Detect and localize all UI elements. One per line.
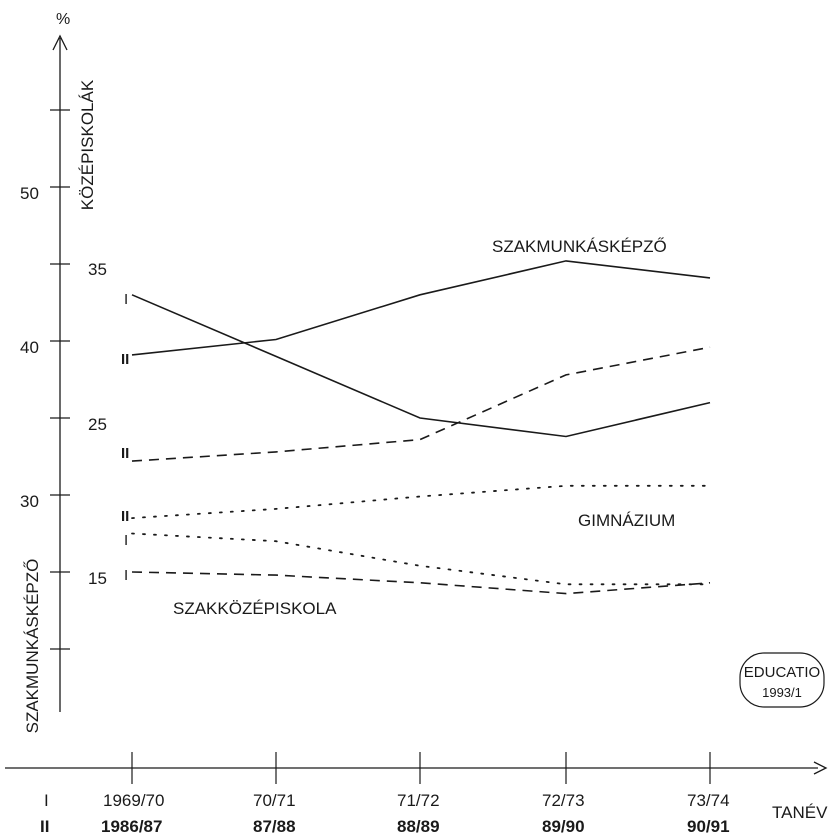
period-marker: II — [121, 445, 129, 462]
x-axis-arrow — [813, 761, 828, 775]
series-line-kozepiskola-dashed-II — [131, 346, 711, 462]
x-tick-label-period-i: 72/73 — [542, 791, 585, 810]
series-line-gimnazium-I — [131, 532, 711, 586]
publication-stamp: EDUCATIO 1993/1 — [739, 652, 825, 708]
inner-axis-title: KÖZÉPISKOLÁK — [78, 79, 97, 210]
x-tick-label-period-ii: 1986/87 — [101, 817, 162, 836]
x-tick-label-period-ii: 88/89 — [397, 817, 440, 836]
y-unit-label: % — [56, 11, 70, 28]
period-marker: II — [121, 351, 129, 368]
period-marker: I — [124, 291, 128, 308]
period-marker: II — [121, 508, 129, 525]
series-label-szakmunkaskepzo: SZAKMUNKÁSKÉPZŐ — [492, 237, 667, 256]
x-tick-label-period-i: 1969/70 — [103, 791, 164, 810]
inner-y-tick-label: 15 — [88, 569, 107, 588]
x-tick-label-period-ii: 90/91 — [687, 817, 730, 836]
series-line-szakmunkaskepzo-I — [131, 294, 711, 438]
period-marker: I — [124, 567, 128, 584]
stamp-title: EDUCATIO — [744, 664, 820, 681]
period-marker: I — [124, 532, 128, 549]
series-line-gimnazium-II — [131, 484, 711, 519]
left-y-tick-label: 40 — [20, 338, 39, 357]
period-marker-row-ii: II — [40, 817, 49, 836]
x-tick-label-period-i: 73/74 — [687, 791, 730, 810]
x-tick-label-period-ii: 89/90 — [542, 817, 585, 836]
x-tick-marks — [131, 752, 711, 784]
inner-y-tick-label: 35 — [88, 260, 107, 279]
inner-y-tick-label: 25 — [88, 415, 107, 434]
x-tick-label-period-i: 70/71 — [253, 791, 296, 810]
x-tick-labels: I II 1969/70 70/71 71/72 72/73 73/74 198… — [40, 791, 828, 836]
y-axis-arrow — [52, 34, 68, 51]
series-layer — [131, 260, 711, 595]
series-line-szakmunkaskepzo-II — [131, 260, 711, 356]
x-tick-label-period-ii: 87/88 — [253, 817, 296, 836]
period-marker-row-i: I — [44, 791, 49, 810]
series-label-gimnazium: GIMNÁZIUM — [578, 511, 675, 530]
series-label-szakkozepiskola: SZAKKÖZÉPISKOLA — [173, 599, 337, 618]
left-axis-title: SZAKMUNKÁSKÉPZŐ — [23, 559, 42, 734]
series-line-szakkozepiskola-I — [131, 571, 711, 595]
left-y-tick-label: 50 — [20, 184, 39, 203]
left-y-tick-label: 30 — [20, 492, 39, 511]
stamp-frame — [739, 652, 825, 708]
y-tick-marks — [50, 109, 70, 650]
x-tick-label-period-i: 71/72 — [397, 791, 440, 810]
stamp-issue: 1993/1 — [762, 685, 802, 700]
x-axis-label: TANÉV — [772, 803, 828, 822]
